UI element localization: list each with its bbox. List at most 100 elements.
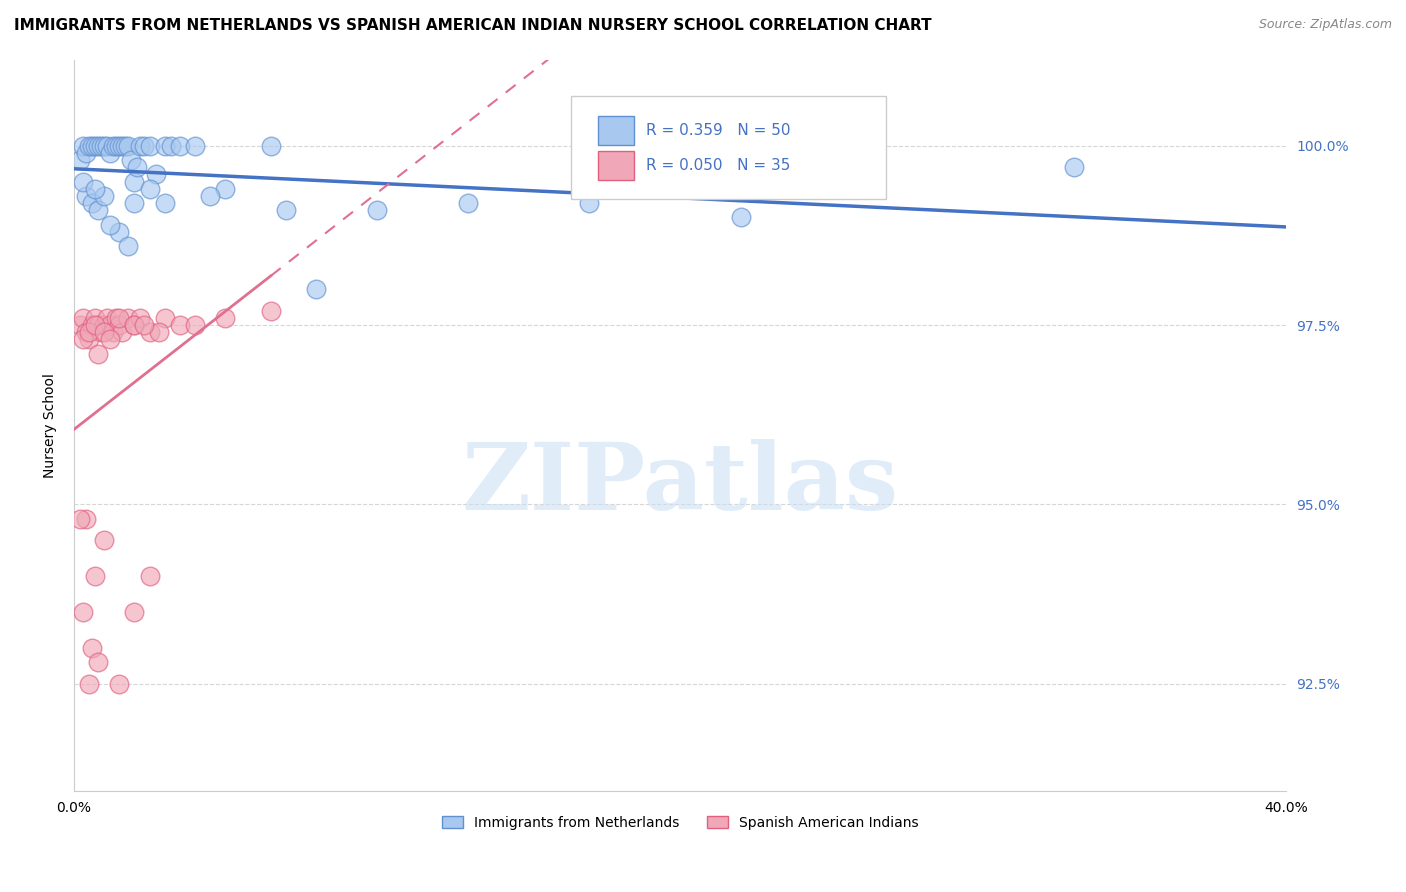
FancyBboxPatch shape: [571, 96, 886, 199]
Point: [148, 325, 170, 339]
Point: [98, 218, 121, 232]
Point: [72, 138, 94, 153]
Point: [153, 196, 176, 211]
Point: [124, 318, 146, 332]
Text: ZIPatlas: ZIPatlas: [461, 439, 898, 529]
Text: IMMIGRANTS FROM NETHERLANDS VS SPANISH AMERICAN INDIAN NURSERY SCHOOL CORRELATIO: IMMIGRANTS FROM NETHERLANDS VS SPANISH A…: [14, 18, 932, 33]
Point: [98, 332, 121, 346]
Point: [153, 310, 176, 325]
Point: [578, 196, 600, 211]
Point: [69, 511, 91, 525]
Point: [77, 676, 100, 690]
Point: [132, 318, 155, 332]
Point: [96, 310, 118, 325]
Point: [77, 332, 100, 346]
FancyBboxPatch shape: [598, 116, 634, 145]
Point: [214, 182, 236, 196]
Point: [114, 138, 136, 153]
Point: [129, 138, 152, 153]
Point: [108, 225, 131, 239]
Point: [75, 145, 97, 160]
Point: [103, 325, 125, 339]
Point: [129, 310, 152, 325]
Point: [98, 318, 121, 332]
Text: Source: ZipAtlas.com: Source: ZipAtlas.com: [1258, 18, 1392, 31]
Point: [84, 569, 107, 583]
Point: [72, 605, 94, 619]
Point: [117, 310, 139, 325]
Point: [69, 318, 91, 332]
Point: [260, 303, 283, 318]
Point: [153, 138, 176, 153]
Point: [77, 325, 100, 339]
Point: [132, 138, 155, 153]
Point: [184, 318, 207, 332]
Point: [124, 318, 146, 332]
Point: [103, 138, 125, 153]
Point: [1063, 160, 1085, 174]
Point: [93, 325, 115, 339]
Point: [138, 569, 160, 583]
Point: [98, 145, 121, 160]
Point: [93, 318, 115, 332]
Point: [145, 167, 167, 181]
Point: [77, 138, 100, 153]
Point: [90, 138, 112, 153]
Point: [120, 153, 142, 167]
Point: [72, 310, 94, 325]
Point: [84, 310, 107, 325]
Point: [138, 138, 160, 153]
Point: [366, 203, 388, 218]
Point: [274, 203, 297, 218]
Point: [730, 211, 752, 225]
Point: [124, 605, 146, 619]
Point: [84, 138, 107, 153]
Point: [108, 310, 131, 325]
Point: [117, 138, 139, 153]
Point: [111, 325, 134, 339]
Point: [169, 138, 191, 153]
Point: [108, 138, 131, 153]
Y-axis label: Nursery School: Nursery School: [44, 373, 58, 478]
Text: R = 0.359   N = 50: R = 0.359 N = 50: [647, 123, 790, 138]
Point: [75, 511, 97, 525]
Point: [138, 182, 160, 196]
Point: [105, 138, 128, 153]
Point: [80, 196, 103, 211]
Point: [69, 153, 91, 167]
Point: [87, 655, 110, 669]
Point: [87, 138, 110, 153]
Text: R = 0.050   N = 35: R = 0.050 N = 35: [647, 158, 790, 173]
Point: [159, 138, 181, 153]
Point: [124, 196, 146, 211]
Point: [93, 533, 115, 548]
Point: [80, 318, 103, 332]
Point: [305, 282, 328, 296]
Point: [200, 189, 222, 203]
Point: [111, 138, 134, 153]
Point: [87, 347, 110, 361]
Point: [87, 203, 110, 218]
Point: [72, 332, 94, 346]
Point: [138, 325, 160, 339]
Point: [90, 325, 112, 339]
Point: [96, 138, 118, 153]
Point: [80, 640, 103, 655]
Point: [457, 196, 479, 211]
Point: [108, 318, 131, 332]
Point: [93, 138, 115, 153]
Point: [80, 138, 103, 153]
Point: [93, 189, 115, 203]
Point: [184, 138, 207, 153]
Point: [108, 676, 131, 690]
Point: [214, 310, 236, 325]
Point: [117, 239, 139, 253]
Point: [84, 318, 107, 332]
Point: [72, 175, 94, 189]
Point: [260, 138, 283, 153]
Point: [124, 175, 146, 189]
Point: [84, 182, 107, 196]
Point: [105, 310, 128, 325]
Point: [75, 189, 97, 203]
Point: [169, 318, 191, 332]
